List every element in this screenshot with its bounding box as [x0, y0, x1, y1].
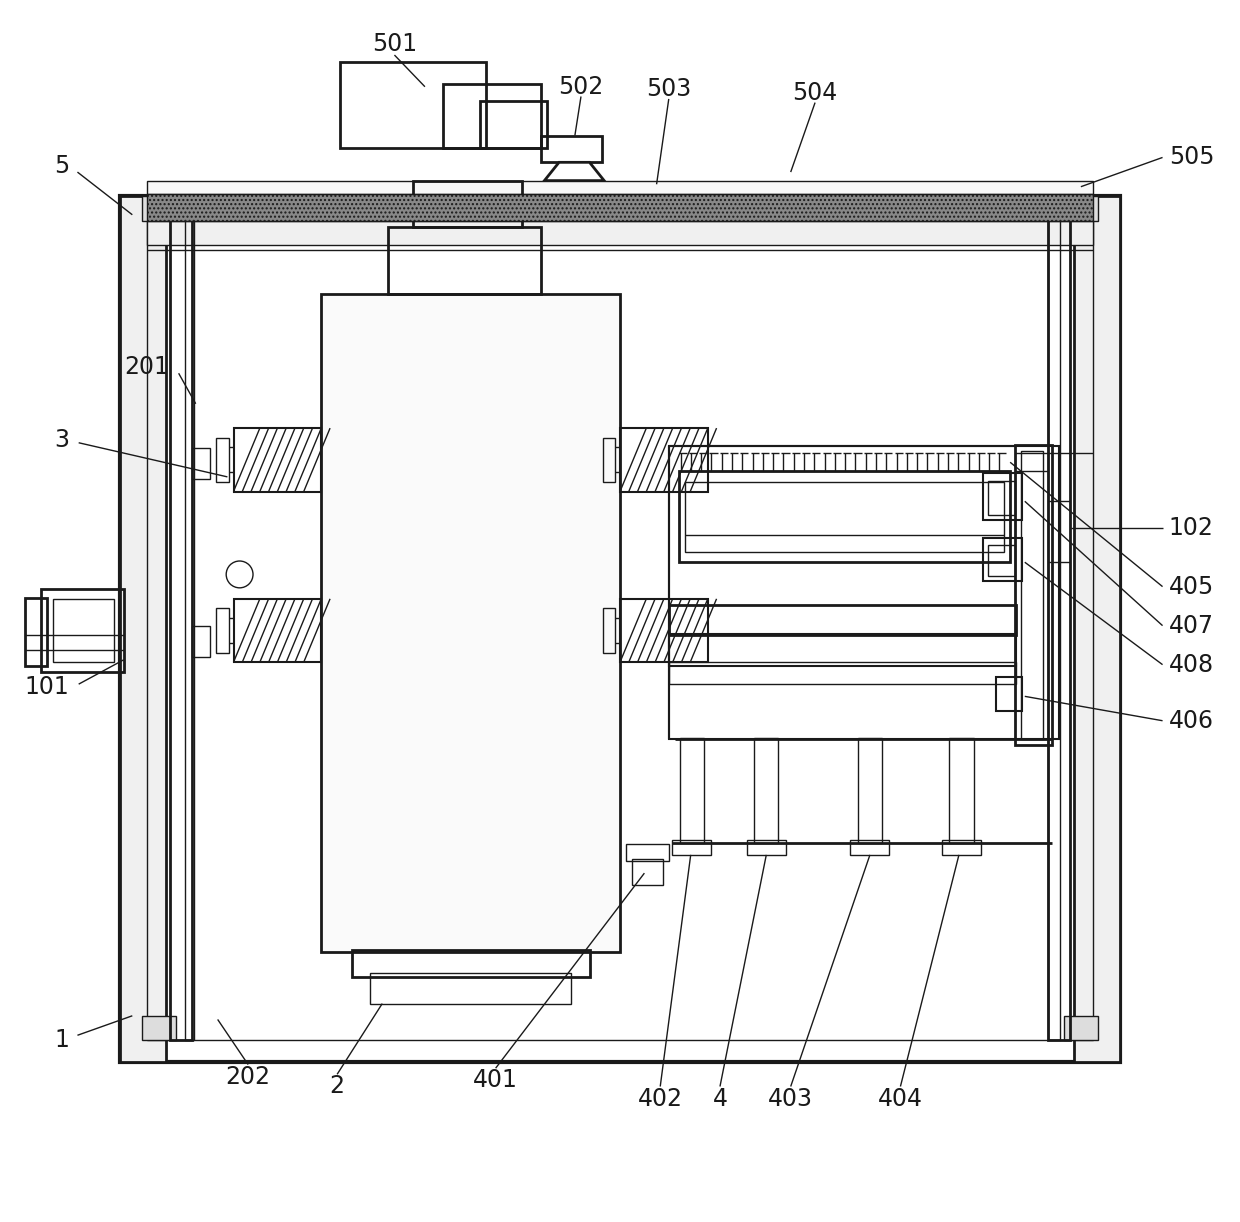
Text: 501: 501 [372, 32, 417, 56]
Bar [668, 605, 1017, 635]
Bar [942, 841, 981, 855]
Bar [672, 841, 712, 855]
Bar [1021, 451, 1043, 739]
Bar [996, 677, 1022, 711]
Bar [413, 181, 522, 227]
Bar [143, 197, 176, 221]
Bar [233, 599, 321, 662]
Bar [192, 626, 211, 657]
Text: 405: 405 [1168, 574, 1214, 599]
Bar [949, 738, 973, 843]
Text: 201: 201 [124, 356, 169, 379]
Bar [668, 662, 1017, 684]
Bar [603, 437, 615, 481]
Bar [1074, 197, 1120, 1062]
Bar [983, 538, 1022, 580]
Bar [541, 136, 601, 163]
Bar [851, 841, 889, 855]
Bar [388, 227, 541, 295]
Bar [678, 470, 1011, 562]
Bar [170, 216, 192, 1040]
Bar [185, 216, 195, 1040]
Text: 402: 402 [637, 1086, 683, 1111]
Bar [632, 859, 662, 885]
Bar [120, 197, 1120, 1062]
Bar [217, 437, 228, 481]
Text: 1: 1 [55, 1028, 69, 1052]
Bar [626, 844, 668, 862]
Bar [25, 598, 47, 666]
Bar [1048, 216, 1070, 1040]
Text: 401: 401 [474, 1068, 518, 1092]
Bar [983, 473, 1022, 519]
Bar [988, 545, 1016, 576]
Text: 503: 503 [646, 77, 692, 101]
Bar [148, 181, 1092, 194]
Bar [620, 428, 708, 491]
Bar [1064, 1015, 1097, 1040]
Bar [754, 738, 779, 843]
Text: 403: 403 [769, 1086, 813, 1111]
Bar [1048, 216, 1060, 1040]
Bar [148, 221, 1092, 246]
Text: 504: 504 [792, 81, 838, 105]
Bar [370, 973, 572, 1003]
Text: 202: 202 [226, 1064, 270, 1089]
Bar [143, 1015, 176, 1040]
Text: 2: 2 [330, 1074, 345, 1099]
Bar [340, 62, 486, 148]
Bar [53, 599, 114, 662]
Bar [120, 197, 166, 1062]
Text: 4: 4 [713, 1086, 728, 1111]
Bar [148, 194, 1092, 221]
Bar [352, 949, 589, 976]
Bar [480, 101, 547, 148]
Bar [988, 480, 1016, 514]
Bar [746, 841, 786, 855]
Bar [603, 609, 615, 653]
Bar [668, 446, 1059, 739]
Text: 406: 406 [1168, 709, 1214, 733]
Bar [684, 481, 1004, 552]
Text: 404: 404 [878, 1086, 923, 1111]
Text: 505: 505 [1168, 145, 1214, 170]
Text: 408: 408 [1168, 653, 1214, 677]
Bar [443, 84, 541, 148]
Text: 101: 101 [24, 675, 69, 699]
Bar [217, 609, 228, 653]
Polygon shape [544, 163, 604, 181]
Bar [192, 447, 211, 479]
Bar [321, 295, 620, 952]
Bar [148, 216, 1092, 1040]
Text: 3: 3 [53, 428, 69, 452]
Bar [680, 738, 704, 843]
Text: 5: 5 [53, 154, 69, 178]
Bar [858, 738, 882, 843]
Bar [620, 599, 708, 662]
Bar [1016, 445, 1052, 745]
Text: 502: 502 [558, 75, 604, 99]
Bar [41, 589, 124, 672]
Bar [668, 634, 1017, 666]
Bar [233, 428, 321, 491]
Text: 407: 407 [1168, 613, 1214, 638]
Text: 102: 102 [1168, 516, 1214, 540]
Bar [1064, 197, 1097, 221]
